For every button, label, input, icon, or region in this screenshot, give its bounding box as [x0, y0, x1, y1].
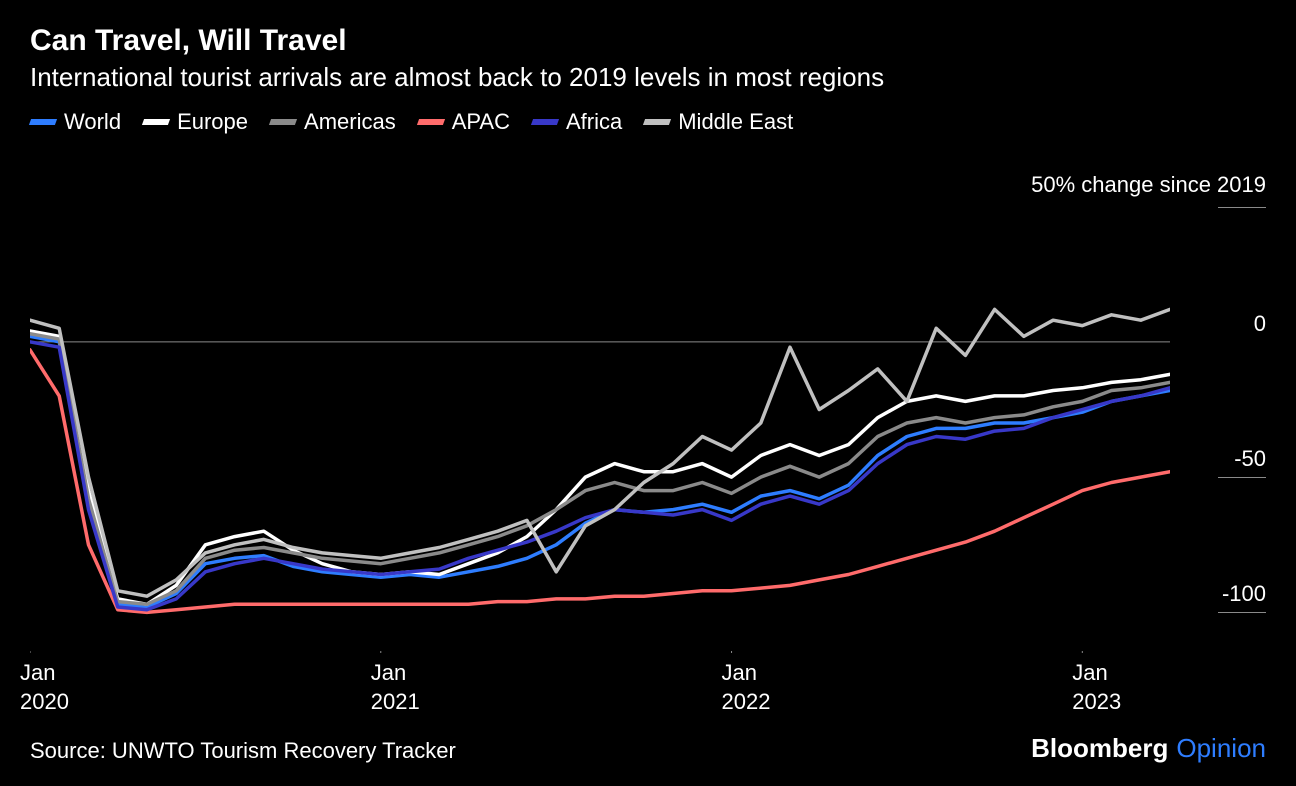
y-axis-label: -50	[1234, 446, 1266, 472]
x-axis-label: Jan 2022	[722, 659, 771, 716]
brand: Bloomberg Opinion	[1031, 733, 1266, 764]
legend-swatch	[643, 119, 671, 125]
brand-main: Bloomberg	[1031, 733, 1168, 764]
legend-label: APAC	[452, 109, 510, 135]
legend-swatch	[29, 119, 57, 125]
legend-label: World	[64, 109, 121, 135]
y-axis-label: 0	[1254, 311, 1266, 337]
legend-swatch	[269, 119, 297, 125]
legend-label: Middle East	[678, 109, 793, 135]
chart-subtitle: International tourist arrivals are almos…	[30, 62, 1266, 93]
legend-item: APAC	[418, 109, 510, 135]
legend-swatch	[142, 119, 170, 125]
line-chart	[30, 193, 1170, 653]
x-axis-label: Jan 2023	[1072, 659, 1121, 716]
series-line	[30, 350, 1170, 613]
source-text: Source: UNWTO Tourism Recovery Tracker	[30, 738, 456, 764]
footer: Source: UNWTO Tourism Recovery Tracker B…	[30, 733, 1266, 764]
x-axis-label: Jan 2021	[371, 659, 420, 716]
legend-label: Americas	[304, 109, 396, 135]
legend-item: Europe	[143, 109, 248, 135]
x-axis-label: Jan 2020	[20, 659, 69, 716]
legend-label: Europe	[177, 109, 248, 135]
legend-swatch	[531, 119, 559, 125]
legend-item: Middle East	[644, 109, 793, 135]
legend-item: World	[30, 109, 121, 135]
legend-item: Americas	[270, 109, 396, 135]
legend: World Europe Americas APAC Africa Middle East	[30, 109, 1266, 135]
x-axis-labels: Jan 2020Jan 2021Jan 2022Jan 2023	[30, 659, 1170, 729]
y-axis-label: -100	[1222, 581, 1266, 607]
legend-item: Africa	[532, 109, 622, 135]
chart-area: 0 -50 -100	[30, 193, 1266, 653]
legend-label: Africa	[566, 109, 622, 135]
brand-sub: Opinion	[1176, 733, 1266, 764]
chart-title: Can Travel, Will Travel	[30, 24, 1266, 58]
legend-swatch	[417, 119, 445, 125]
